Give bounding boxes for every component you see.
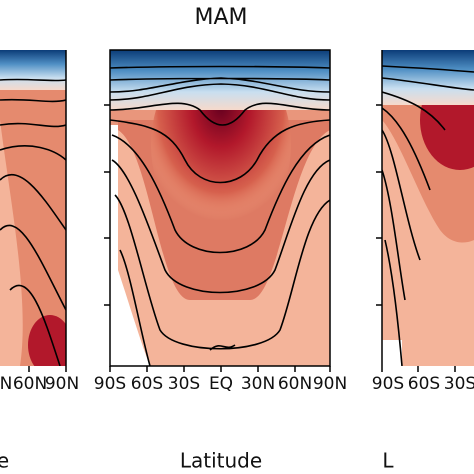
x-tick-label: 60S	[131, 374, 163, 394]
x-tick-label: 60S	[408, 374, 440, 394]
x-tick-label: EQ	[209, 374, 233, 394]
x-tick-label: 30N	[241, 374, 275, 394]
x-tick-label: 60N	[278, 374, 312, 394]
y-ticks	[104, 104, 110, 306]
x-axis-label: e	[0, 449, 9, 473]
x-tick-label: 90N	[45, 374, 79, 394]
x-tick-label: 90S	[372, 374, 404, 394]
x-axis-label: Latitude	[180, 449, 262, 473]
left-field	[0, 50, 66, 366]
middle-field	[110, 50, 330, 366]
y-ticks	[376, 104, 382, 306]
x-tick-label: 90S	[94, 374, 126, 394]
x-axis-label: L	[382, 449, 394, 473]
x-tick-label: 60N	[13, 374, 47, 394]
x-tick-label: 30S	[444, 374, 474, 394]
x-tick-label: 30S	[168, 374, 200, 394]
panel-title: MAM	[194, 5, 247, 30]
right-field	[382, 50, 474, 366]
x-tick-label: N	[0, 374, 12, 394]
x-tick-label: 90N	[313, 374, 347, 394]
